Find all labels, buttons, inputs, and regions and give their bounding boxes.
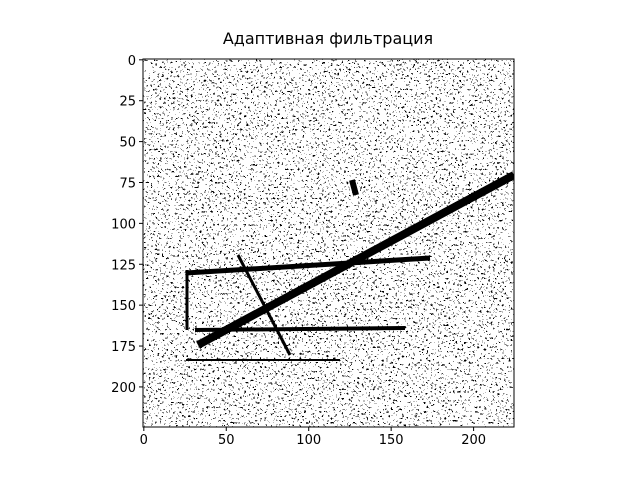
y-tick-label: 175: [111, 340, 136, 355]
x-tick-label: 100: [296, 433, 321, 448]
x-tick-label: 150: [379, 433, 404, 448]
image-strokes: [185, 171, 514, 361]
y-tick-label: 150: [111, 299, 136, 314]
image: [143, 59, 514, 427]
y-tick-label: 200: [111, 381, 136, 396]
y-tick-label: 100: [111, 217, 136, 232]
x-tick-label: 200: [461, 433, 486, 448]
y-tick-label: 25: [119, 95, 136, 110]
x-tick-label: 50: [218, 433, 235, 448]
y-tick-label: 50: [119, 136, 136, 151]
chart-title: Адаптивная фильтрация: [223, 29, 433, 48]
x-tick-label: 0: [140, 433, 148, 448]
y-tick-label: 0: [128, 54, 136, 69]
y-tick-label: 125: [111, 258, 136, 273]
axes-frame: [142, 58, 515, 428]
y-tick-label: 75: [119, 176, 136, 191]
